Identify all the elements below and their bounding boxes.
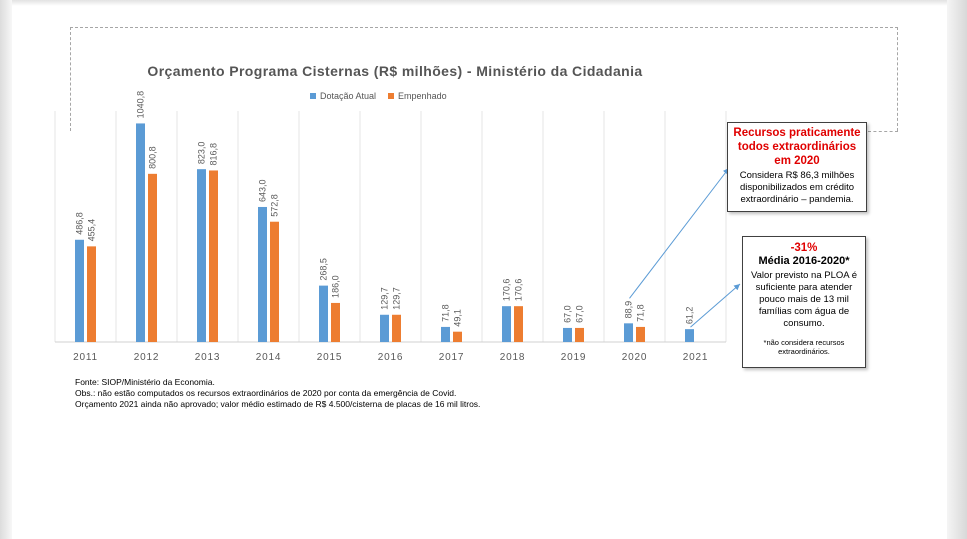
data-label: 67,0 [563, 305, 573, 323]
arrow-to-average-note [690, 283, 741, 328]
note-average-headline: Média 2016-2020* [758, 255, 850, 267]
chart-footnotes: Fonte: SIOP/Ministério da Economia. Obs.… [75, 377, 675, 410]
bar-dotacao-atual [258, 206, 267, 342]
bar-empenhado [514, 306, 523, 342]
data-label: 486,8 [75, 212, 85, 235]
data-label: 88,9 [624, 301, 634, 319]
data-label: 800,8 [148, 146, 158, 169]
x-tick-label: 2011 [73, 352, 98, 363]
data-label: 67,0 [575, 305, 585, 323]
note-average-percent: -31% [790, 242, 818, 254]
data-label: 170,6 [502, 279, 512, 302]
bar-dotacao-atual [563, 327, 572, 342]
note-average-box: -31% Média 2016-2020* Valor previsto na … [742, 236, 866, 368]
bar-dotacao-atual [624, 323, 633, 342]
data-label: 186,0 [331, 275, 341, 298]
data-label: 455,4 [87, 219, 97, 242]
bar-dotacao-atual [441, 326, 450, 342]
legend-label-dotacao: Dotação Atual [320, 91, 377, 101]
x-tick-label: 2019 [561, 352, 586, 363]
data-label: 823,0 [197, 142, 207, 165]
note-extraordinary-headline: Recursos praticamente todos extraordinár… [733, 127, 861, 167]
bar-dotacao-atual [380, 314, 389, 342]
x-tick-label: 2021 [683, 352, 708, 363]
data-label: 643,0 [258, 179, 268, 202]
footnote-budget: Orçamento 2021 ainda não aprovado; valor… [75, 399, 481, 409]
chart-legend: Dotação Atual Empenhado [310, 89, 447, 103]
data-label: 268,5 [319, 258, 329, 281]
footnote-source: Fonte: SIOP/Ministério da Economia. [75, 377, 215, 387]
bar-dotacao-atual [136, 123, 145, 342]
x-tick-label: 2012 [134, 352, 159, 363]
bar-empenhado [87, 246, 96, 342]
note-extraordinary-box: Recursos praticamente todos extraordinár… [727, 122, 867, 212]
page-edge-top [0, 0, 967, 6]
footnote-obs: Obs.: não estão computados os recursos e… [75, 388, 457, 398]
arrow-to-extraordinary-note [629, 167, 730, 299]
legend-item-dotacao: Dotação Atual [310, 91, 376, 101]
selection-frame [70, 27, 898, 131]
x-tick-label: 2020 [622, 352, 647, 363]
note-average-footnote: *não considera recursos extraordinários. [763, 338, 845, 356]
data-label: 170,6 [514, 279, 524, 302]
x-tick-label: 2016 [378, 352, 403, 363]
bar-empenhado [270, 221, 279, 342]
bar-empenhado [392, 314, 401, 342]
note-average-body: Valor previsto na PLOA é suficiente para… [751, 270, 857, 329]
note-extraordinary-body: Considera R$ 86,3 milhões disponibilizad… [739, 170, 855, 205]
bar-dotacao-atual [685, 329, 694, 342]
data-label: 49,1 [453, 309, 463, 327]
bar-empenhado [636, 326, 645, 342]
data-label: 61,2 [685, 307, 695, 325]
legend-swatch-dotacao [310, 93, 316, 99]
x-tick-label: 2014 [256, 352, 281, 363]
chart-title: Orçamento Programa Cisternas (R$ milhões… [147, 63, 643, 79]
bar-empenhado [453, 331, 462, 342]
data-label: 572,8 [270, 194, 280, 217]
data-label: 816,8 [209, 143, 219, 166]
legend-label-empenhado: Empenhado [398, 91, 447, 101]
bar-dotacao-atual [502, 306, 511, 342]
bar-dotacao-atual [319, 285, 328, 342]
page-edge-left [0, 0, 12, 539]
bar-empenhado [575, 327, 584, 342]
x-tick-label: 2015 [317, 352, 342, 363]
data-label: 129,7 [392, 287, 402, 310]
legend-item-empenhado: Empenhado [388, 91, 447, 101]
x-tick-label: 2018 [500, 352, 525, 363]
data-label: 71,8 [636, 304, 646, 322]
bar-empenhado [148, 173, 157, 342]
data-label: 1040,8 [136, 91, 146, 119]
legend-swatch-empenhado [388, 93, 395, 99]
bar-empenhado [331, 302, 340, 342]
x-tick-label: 2017 [439, 352, 464, 363]
bar-dotacao-atual [197, 169, 206, 342]
bar-dotacao-atual [75, 239, 84, 342]
data-label: 71,8 [441, 304, 451, 322]
bar-empenhado [209, 170, 218, 342]
data-label: 129,7 [380, 287, 390, 310]
selection-frame-edge [868, 131, 898, 132]
x-tick-label: 2013 [195, 352, 220, 363]
page-edge-right [947, 0, 967, 539]
